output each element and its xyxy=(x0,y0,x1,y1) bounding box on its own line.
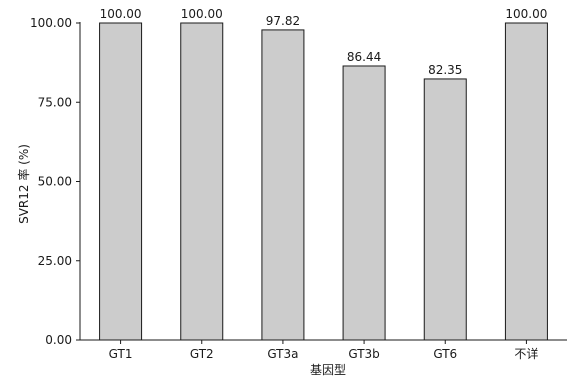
x-tick-label: GT3a xyxy=(267,347,298,361)
x-tick-label: GT2 xyxy=(190,347,214,361)
y-tick-label: 75.00 xyxy=(38,95,72,109)
bar-GT3b xyxy=(342,65,386,341)
data-label-GT3b: 86.44 xyxy=(347,50,381,64)
x-tick-label: GT1 xyxy=(109,347,133,361)
data-label-GT2: 100.00 xyxy=(181,7,223,21)
x-axis-title: 基因型 xyxy=(310,363,346,377)
data-label-GT6: 82.35 xyxy=(428,63,462,77)
y-axis: 0.00 25.00 50.00 75.00 100.00 xyxy=(30,16,81,347)
x-tick-label: GT3b xyxy=(348,347,379,361)
bar-group xyxy=(99,22,548,341)
y-tick-label: 0.00 xyxy=(45,333,72,347)
data-label-不详: 100.00 xyxy=(505,7,547,21)
x-tick-label: GT6 xyxy=(433,347,457,361)
bar-GT6 xyxy=(423,78,467,341)
bar-GT1 xyxy=(99,22,143,341)
y-tick-label: 25.00 xyxy=(38,254,72,268)
y-tick-label: 50.00 xyxy=(38,175,72,189)
y-tick-label: 100.00 xyxy=(30,16,72,30)
y-axis-title: SVR12 率 (%) xyxy=(16,144,31,224)
data-label-GT3a: 97.82 xyxy=(266,14,300,28)
x-axis: GT1 GT2 GT3a GT3b GT6 不详 xyxy=(80,339,567,361)
bar-不详 xyxy=(504,22,548,341)
data-label-GT1: 100.00 xyxy=(100,7,142,21)
data-label-group: 100.00 100.00 97.82 86.44 82.35 100.00 xyxy=(100,7,548,77)
bar-GT3a xyxy=(261,29,305,341)
x-tick-label: 不详 xyxy=(514,346,538,361)
bar-GT2 xyxy=(180,22,224,341)
